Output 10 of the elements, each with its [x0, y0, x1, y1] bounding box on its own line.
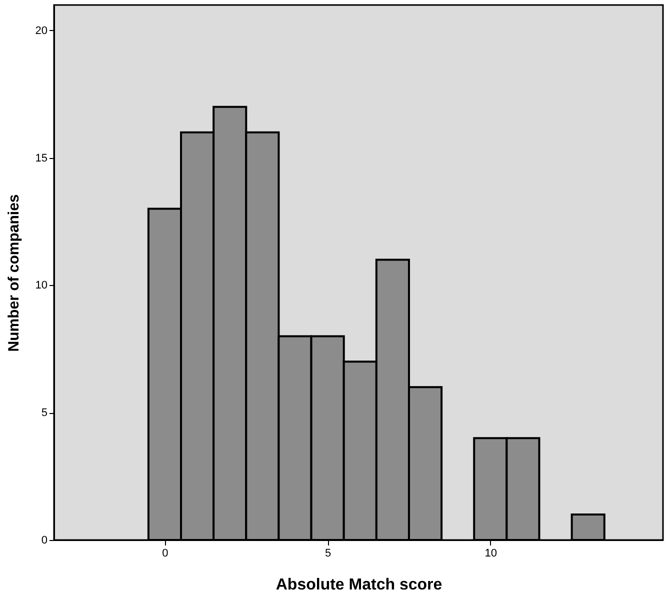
y-axis-title: Number of companies: [5, 194, 22, 352]
y-tick-label: 15: [35, 152, 48, 164]
y-tick-label: 5: [41, 407, 48, 420]
x-tick-label: 0: [162, 548, 168, 560]
x-axis-title: Absolute Match score: [276, 576, 442, 594]
x-tick-label: 5: [325, 548, 332, 560]
y-tick-label: 10: [35, 280, 48, 292]
x-tick-label: 10: [484, 548, 498, 560]
y-tick-label: 20: [35, 24, 48, 37]
y-tick-label: 0: [41, 534, 48, 546]
